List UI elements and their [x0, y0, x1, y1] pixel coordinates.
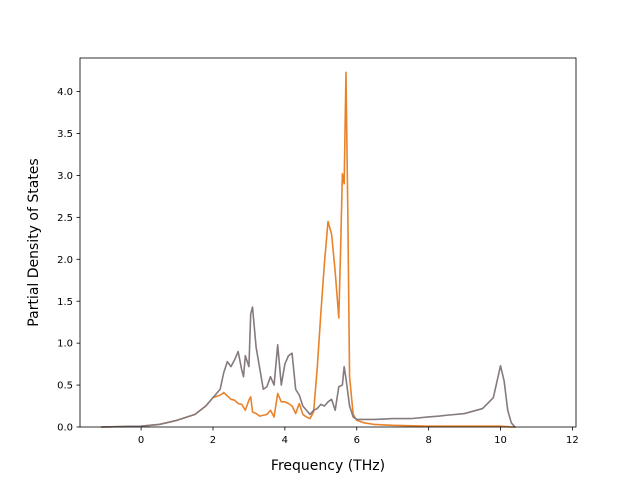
- y-tick-label: 4.0: [57, 87, 73, 98]
- x-tick-label: 8: [425, 435, 431, 446]
- x-tick-label: 12: [566, 435, 579, 446]
- y-axis-label: Partial Density of States: [26, 158, 42, 326]
- x-axis-label: Frequency (THz): [271, 458, 385, 474]
- x-tick-label: 6: [354, 435, 360, 446]
- x-tick-label: 0: [138, 435, 144, 446]
- y-tick-label: 3.0: [57, 171, 73, 182]
- plot-area: [80, 58, 576, 427]
- y-tick-label: 0.5: [57, 381, 73, 392]
- y-tick-label: 1.5: [57, 297, 73, 308]
- x-axis-ticks: 0 2 4 6 8 10 12: [138, 427, 579, 446]
- y-tick-label: 2.0: [57, 255, 73, 266]
- y-tick-label: 3.5: [57, 129, 73, 140]
- x-tick-label: 4: [282, 435, 288, 446]
- series-layer: [100, 71, 516, 428]
- y-tick-label: 1.0: [57, 339, 73, 350]
- y-axis-ticks: 0.0 0.5 1.0 1.5 2.0 2.5 3.0 3.5 4.0: [57, 87, 80, 434]
- series-line-2: [100, 306, 516, 428]
- y-tick-label: 0.0: [57, 423, 73, 434]
- x-tick-label: 10: [494, 435, 507, 446]
- x-tick-label: 2: [210, 435, 216, 446]
- y-tick-label: 2.5: [57, 213, 73, 224]
- series-line-1: [100, 71, 516, 428]
- plot-frame: [79, 57, 577, 428]
